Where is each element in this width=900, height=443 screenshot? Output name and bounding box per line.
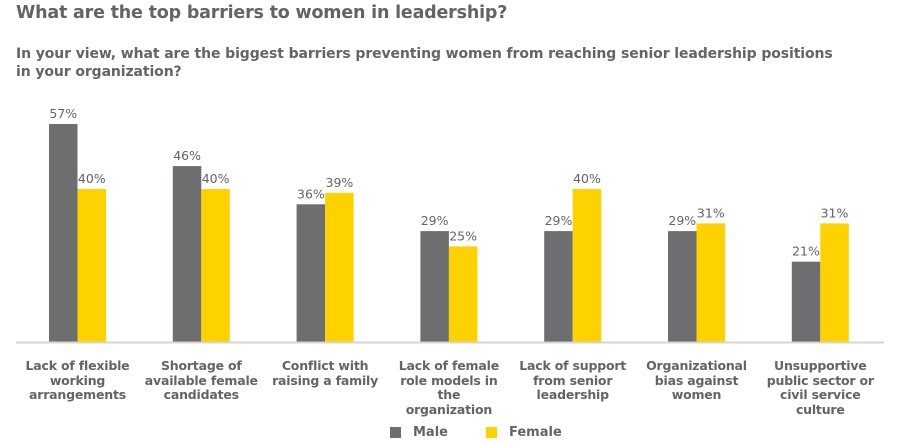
bar-male-1 <box>49 124 78 342</box>
category-label-5: Lack of support from senior leadership <box>511 358 635 403</box>
category-label-line: from senior <box>533 372 613 388</box>
category-label-1: Lack of flexible working arrangements <box>16 358 140 403</box>
category-label-line: Lack of female <box>398 358 499 373</box>
category-label-line: culture <box>795 401 845 417</box>
value-label-female-6: 31% <box>697 205 725 220</box>
category-label-line: available female <box>144 372 258 388</box>
legend-label-female: Female <box>509 425 562 440</box>
category-label-line: candidates <box>163 387 239 402</box>
bar-female-6 <box>696 223 725 342</box>
value-label-male-3: 36% <box>297 186 325 201</box>
value-label-female-5: 40% <box>573 171 601 186</box>
value-label-male-6: 29% <box>668 213 696 228</box>
bar-female-7 <box>820 223 849 342</box>
value-label-male-5: 29% <box>545 213 573 228</box>
bar-male-2 <box>172 166 202 342</box>
category-label-line: civil service <box>780 387 861 402</box>
value-label-male-4: 29% <box>421 213 449 228</box>
category-label-line: role models in the <box>400 372 498 402</box>
category-label-4: Lack of female role models in the organiza… <box>387 358 511 417</box>
category-label-line: working <box>49 372 106 388</box>
category-label-line: women <box>671 387 722 402</box>
category-label-line: organization <box>405 401 493 417</box>
value-label-male-1: 57% <box>49 106 77 121</box>
category-label-line: arrangements <box>29 387 126 402</box>
value-label-female-1: 40% <box>78 171 106 186</box>
value-label-male-7: 21% <box>792 244 820 259</box>
legend-item-male: Male <box>390 425 448 440</box>
category-label-line: Shortage of <box>160 358 242 373</box>
category-label-line: public sector or <box>766 372 874 388</box>
bars-group <box>49 124 849 342</box>
bar-male-3 <box>296 204 326 342</box>
bar-male-5 <box>544 231 573 342</box>
chart-subtitle: In your view, what are the biggest barri… <box>16 46 833 80</box>
category-label-line: Lack of support <box>519 358 627 373</box>
chart-title: What are the top barriers to women in le… <box>16 3 508 23</box>
category-label-line: Unsupportive <box>774 358 867 373</box>
category-label-3: Conflict with raising a family <box>263 358 387 388</box>
legend-label-male: Male <box>413 425 448 440</box>
category-label-2: Shortage of available female candidates <box>139 358 263 403</box>
value-label-female-7: 31% <box>821 205 849 220</box>
category-label-line: raising a family <box>272 372 379 388</box>
bar-female-1 <box>77 189 106 342</box>
legend-swatch-female <box>486 427 497 438</box>
value-label-female-2: 40% <box>202 171 230 186</box>
value-label-female-3: 39% <box>326 175 354 190</box>
category-label-line: leadership <box>536 387 610 402</box>
legend-item-female: Female <box>486 425 562 440</box>
bar-male-6 <box>668 231 697 342</box>
category-label-line: Lack of flexible <box>25 358 130 373</box>
bar-female-4 <box>448 246 478 342</box>
category-label-line: Organizational <box>646 358 747 373</box>
bar-female-2 <box>201 189 230 342</box>
bar-female-3 <box>325 192 354 342</box>
value-labels-group: 57%40%46%40%36%39%29%25%29%40%29%31%21%3… <box>49 106 848 259</box>
bar-male-7 <box>791 261 821 342</box>
category-label-line: bias against <box>654 372 739 388</box>
value-label-female-4: 25% <box>449 228 477 243</box>
bar-male-4 <box>420 231 449 342</box>
category-label-7: Unsupportive public sector or civil servic… <box>758 358 882 417</box>
value-label-male-2: 46% <box>173 148 201 163</box>
bar-female-5 <box>572 189 602 342</box>
category-label-6: Organizational bias against women <box>635 358 759 403</box>
category-label-line: Conflict with <box>281 358 369 373</box>
legend-swatch-male <box>390 427 401 438</box>
